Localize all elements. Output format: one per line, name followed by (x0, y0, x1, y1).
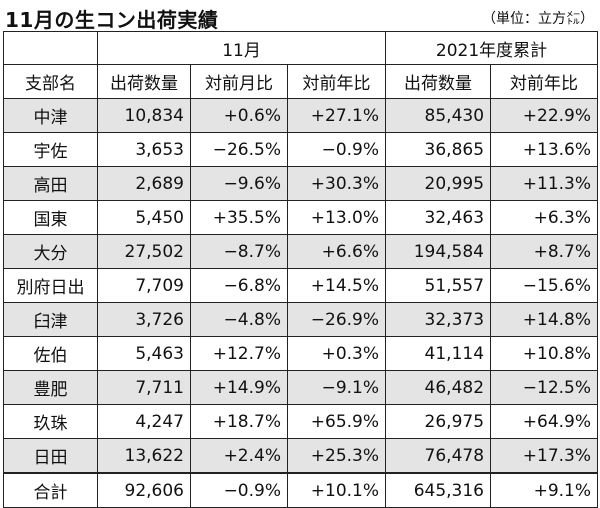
month-over-month: −6.8% (190, 268, 288, 303)
total-mom: −0.9% (190, 472, 288, 508)
cumulative-volume: 32,463 (385, 200, 492, 235)
shipment-volume: 13,622 (97, 438, 191, 474)
shipment-volume: 2,689 (97, 166, 191, 201)
shipment-volume: 5,450 (97, 200, 191, 235)
total-row: 合計 92,606 −0.9% +10.1% 645,316 +9.1% (3, 472, 599, 508)
cumulative-volume: 85,430 (385, 98, 492, 133)
branch-name: 豊肥 (3, 370, 98, 405)
year-over-year: +0.3% (286, 336, 387, 371)
month-over-month: −26.5% (190, 132, 288, 167)
column-header-mom: 対前月比 (190, 64, 288, 99)
month-over-month: +0.6% (190, 98, 288, 133)
month-over-month: +12.7% (190, 336, 288, 371)
year-over-year: +25.3% (286, 438, 387, 474)
year-over-year: +6.6% (286, 234, 387, 269)
branch-name: 大分 (3, 234, 98, 269)
cumulative-volume: 41,114 (385, 336, 492, 371)
year-over-year: +14.5% (286, 268, 387, 303)
column-header-row: 支部名 出荷数量 対前月比 対前年比 出荷数量 対前年比 (3, 64, 599, 99)
month-over-month: +35.5% (190, 200, 288, 235)
month-over-month: −9.6% (190, 166, 288, 201)
unit-note: （単位：立方㍍） (482, 11, 594, 27)
cumulative-year-over-year: −15.6% (490, 268, 599, 303)
cumulative-volume: 194,584 (385, 234, 492, 269)
month-over-month: +14.9% (190, 370, 288, 405)
table-row: 佐伯 5,463 +12.7% +0.3% 41,114 +10.8% (3, 336, 599, 371)
cumulative-year-over-year: +17.3% (490, 438, 599, 474)
year-over-year: +27.1% (286, 98, 387, 133)
table-row: 臼津 3,726 −4.8% −26.9% 32,373 +14.8% (3, 302, 599, 337)
year-over-year: +30.3% (286, 166, 387, 201)
shipment-volume: 3,653 (97, 132, 191, 167)
cumulative-year-over-year: +11.3% (490, 166, 599, 201)
table-row: 日田 13,622 +2.4% +25.3% 76,478 +17.3% (3, 438, 599, 474)
year-over-year: +13.0% (286, 200, 387, 235)
branch-name: 国東 (3, 200, 98, 235)
column-header-cum-volume: 出荷数量 (385, 64, 492, 99)
table-row: 玖珠 4,247 +18.7% +65.9% 26,975 +64.9% (3, 404, 599, 439)
cumulative-volume: 20,995 (385, 166, 492, 201)
shipment-table: 11月 2021年度累計 支部名 出荷数量 対前月比 対前年比 出荷数量 対前年… (3, 31, 599, 508)
branch-name: 玖珠 (3, 404, 98, 439)
table-row: 別府日出 7,709 −6.8% +14.5% 51,557 −15.6% (3, 268, 599, 303)
year-over-year: +65.9% (286, 404, 387, 439)
cumulative-year-over-year: +64.9% (490, 404, 599, 439)
year-over-year: −9.1% (286, 370, 387, 405)
table-row: 豊肥 7,711 +14.9% −9.1% 46,482 −12.5% (3, 370, 599, 405)
total-label: 合計 (3, 472, 98, 508)
shipment-volume: 7,711 (97, 370, 191, 405)
cumulative-year-over-year: +22.9% (490, 98, 599, 133)
cumulative-volume: 36,865 (385, 132, 492, 167)
table-row: 宇佐 3,653 −26.5% −0.9% 36,865 +13.6% (3, 132, 599, 167)
column-header-volume: 出荷数量 (97, 64, 191, 99)
cumulative-volume: 32,373 (385, 302, 492, 337)
table-row: 国東 5,450 +35.5% +13.0% 32,463 +6.3% (3, 200, 599, 235)
month-over-month: −8.7% (190, 234, 288, 269)
cumulative-year-over-year: +10.8% (490, 336, 599, 371)
column-header-cum-yoy: 対前年比 (490, 64, 599, 99)
table-row: 高田 2,689 −9.6% +30.3% 20,995 +11.3% (3, 166, 599, 201)
shipment-volume: 7,709 (97, 268, 191, 303)
month-over-month: +2.4% (190, 438, 288, 474)
cumulative-year-over-year: +8.7% (490, 234, 599, 269)
branch-name: 臼津 (3, 302, 98, 337)
total-cum-volume: 645,316 (385, 472, 492, 508)
month-over-month: −4.8% (190, 302, 288, 337)
branch-name: 宇佐 (3, 132, 98, 167)
cumulative-volume: 76,478 (385, 438, 492, 474)
total-yoy: +10.1% (286, 472, 387, 508)
cumulative-year-over-year: −12.5% (490, 370, 599, 405)
branch-name: 佐伯 (3, 336, 98, 371)
shipment-volume: 27,502 (97, 234, 191, 269)
shipment-volume: 10,834 (97, 98, 191, 133)
shipment-volume: 4,247 (97, 404, 191, 439)
shipment-volume: 5,463 (97, 336, 191, 371)
cumulative-year-over-year: +13.6% (490, 132, 599, 167)
year-over-year: −0.9% (286, 132, 387, 167)
month-over-month: +18.7% (190, 404, 288, 439)
cumulative-volume: 26,975 (385, 404, 492, 439)
branch-name: 高田 (3, 166, 98, 201)
group-header-year: 2021年度累計 (385, 31, 599, 65)
corner-cell (3, 31, 98, 65)
cumulative-volume: 46,482 (385, 370, 492, 405)
cumulative-volume: 51,557 (385, 268, 492, 303)
branch-name: 日田 (3, 438, 98, 474)
cumulative-year-over-year: +6.3% (490, 200, 599, 235)
column-header-yoy: 対前年比 (286, 64, 387, 99)
total-volume: 92,606 (97, 472, 191, 508)
column-header-branch: 支部名 (3, 64, 98, 99)
branch-name: 中津 (3, 98, 98, 133)
table-row: 中津 10,834 +0.6% +27.1% 85,430 +22.9% (3, 98, 599, 133)
group-header-row: 11月 2021年度累計 (3, 31, 599, 65)
total-cum-yoy: +9.1% (490, 472, 599, 508)
page-title: 11月の生コン出荷実績 (5, 8, 219, 32)
cumulative-year-over-year: +14.8% (490, 302, 599, 337)
branch-name: 別府日出 (3, 268, 98, 303)
group-header-month: 11月 (96, 31, 387, 65)
shipment-volume: 3,726 (97, 302, 191, 337)
year-over-year: −26.9% (286, 302, 387, 337)
table-row: 大分 27,502 −8.7% +6.6% 194,584 +8.7% (3, 234, 599, 269)
